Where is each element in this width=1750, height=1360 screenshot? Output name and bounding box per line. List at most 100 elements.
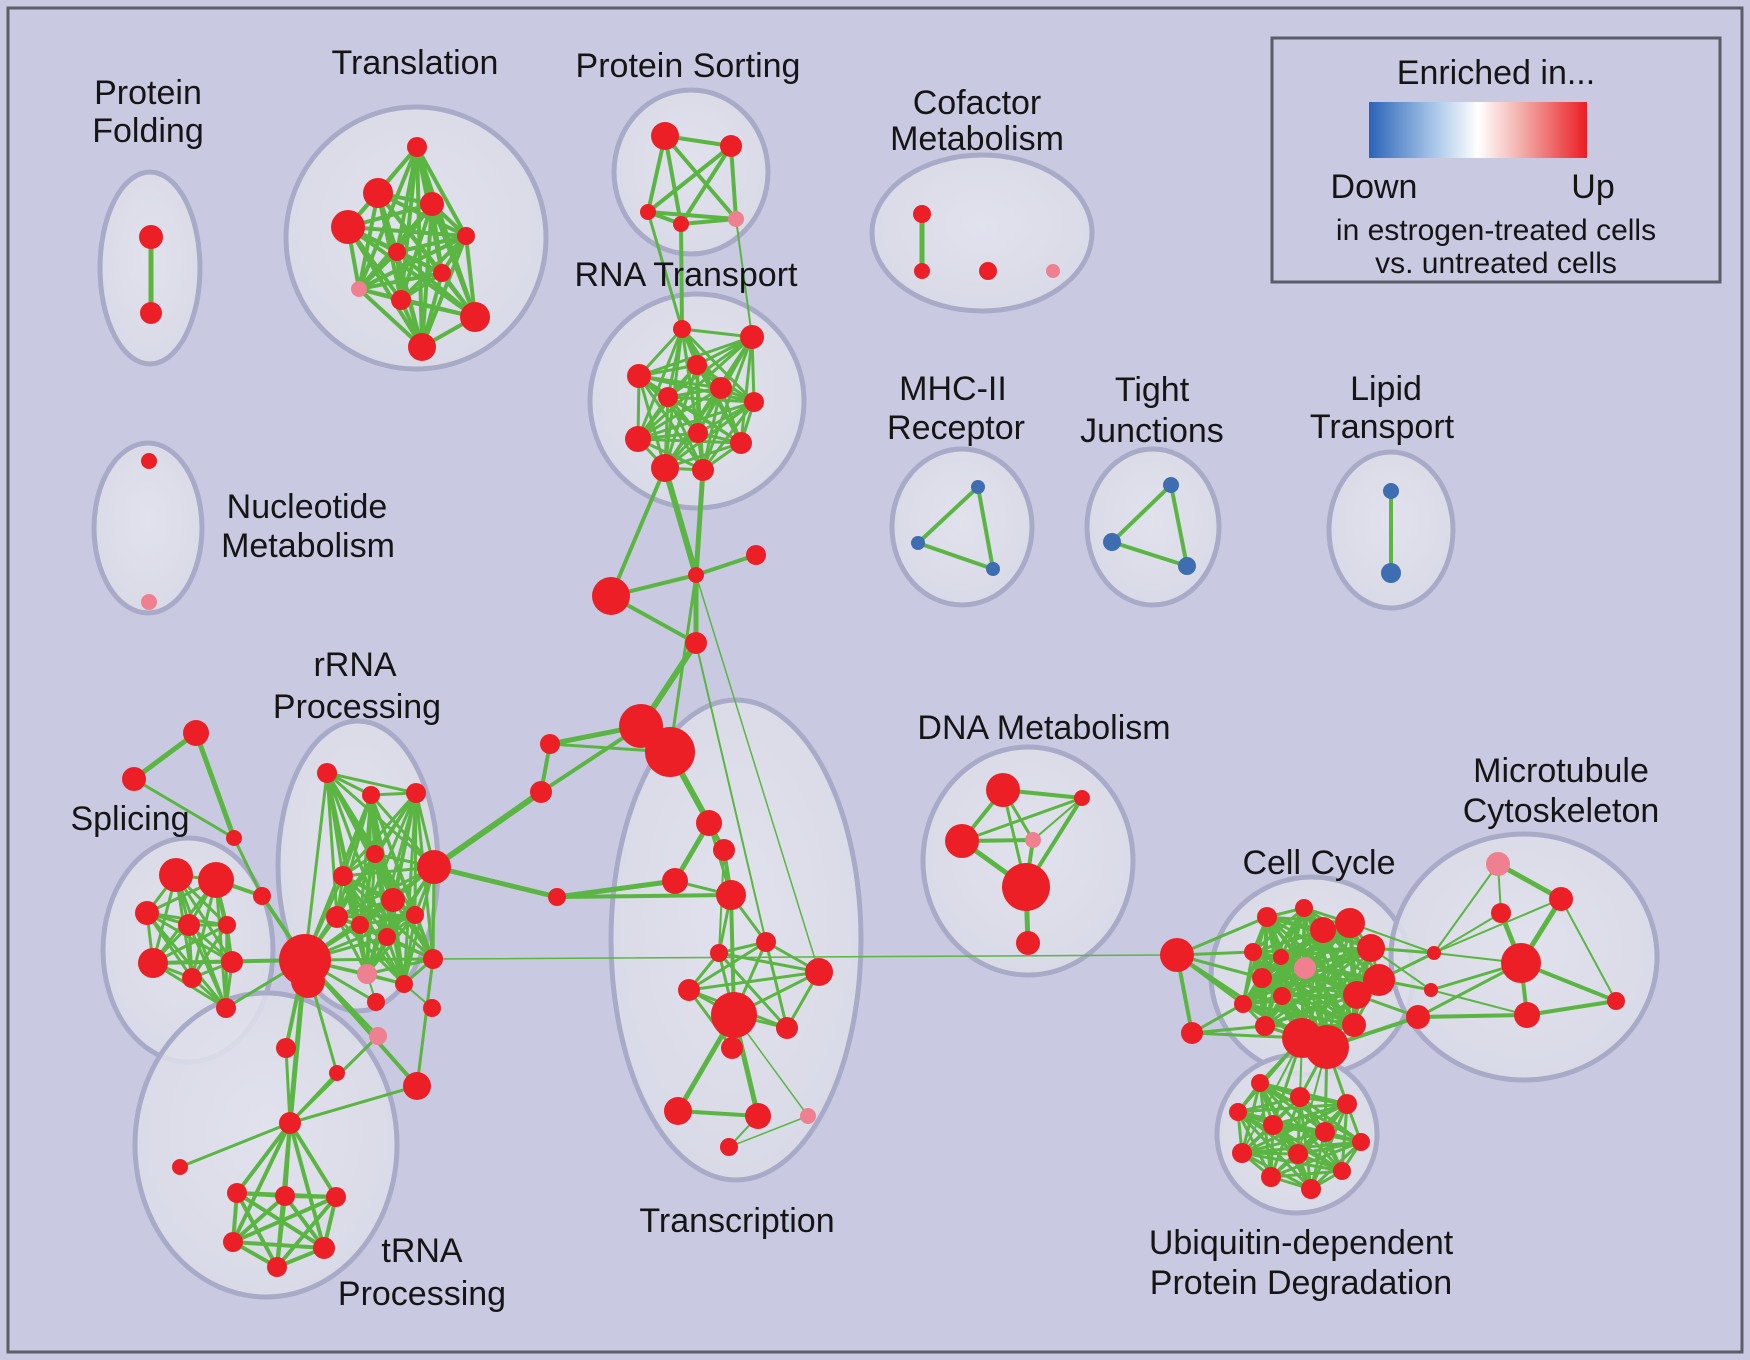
node-e1 [986,773,1020,807]
node-p5 [218,916,236,934]
node-b1 [1251,1074,1269,1092]
node-b10 [1333,1162,1351,1180]
edge-s5-r2 [735,218,753,338]
node-q17 [423,999,441,1017]
node-bb1 [688,567,704,583]
node-d5 [223,1232,243,1252]
edge [1269,1169,1344,1179]
label-microtubule-cytoskeleton-line2: Cytoskeleton [1463,792,1660,830]
edge [646,210,738,221]
node-c3 [979,262,997,280]
edge [687,970,821,992]
label-cell-cycle-line1: Cell Cycle [1242,844,1395,882]
edge [717,951,821,974]
edge [663,134,683,226]
node-t1 [407,137,427,157]
edge-x5-x3 [554,878,678,900]
node-a6 [1273,949,1289,965]
node-t7 [433,264,451,282]
node-x6 [710,944,728,962]
edge [288,1121,338,1199]
node-q7 [381,888,405,912]
label-dna-metabolism-line1: DNA Metabolism [917,709,1170,747]
node-r6 [658,387,678,407]
node-x3 [662,868,688,894]
node-a1 [1160,938,1194,972]
node-n2 [141,594,157,610]
node-d2 [227,1183,247,1203]
node-r7 [744,392,764,412]
edge [235,1121,292,1195]
edge [325,771,418,795]
edge-r11-bb1 [662,465,699,578]
edge [663,134,738,221]
edge-cn3-u5 [1416,1013,1529,1019]
node-a12 [1310,917,1336,943]
edge [402,913,417,986]
edge [187,923,228,1010]
edge [636,327,684,441]
edge-e2-e4 [1032,797,1083,841]
edge-j1-j3 [1169,483,1189,568]
edge [335,793,373,919]
edge-x11-x9 [687,988,734,1050]
node-q3 [406,783,426,803]
label-transcription-line1: Transcription [639,1202,834,1240]
edge [402,791,418,986]
node-r1 [673,320,691,338]
edge [1300,921,1352,1040]
node-a14 [1357,934,1385,962]
node-t6 [388,243,406,261]
node-s4 [673,216,689,232]
edge [1241,928,1325,1006]
node-cn3 [1406,1005,1430,1029]
edge [637,374,756,404]
edge-q14-a1 [432,954,1178,960]
edge-ah1-b8 [1241,1037,1303,1154]
node-t9 [391,290,411,310]
edge [275,1194,287,1269]
label-rrna-processing-line2: Processing [273,688,441,726]
node-x9 [678,979,700,1001]
node-j1 [1163,477,1179,493]
label-trna-processing-line2: Processing [338,1275,506,1313]
node-a15 [1363,964,1395,996]
node-a17 [1342,1013,1366,1037]
cluster-ellipse-protein-sorting [611,87,771,257]
node-k1 [540,734,560,754]
edge-j1-j2 [1110,483,1173,544]
edge [1296,1140,1363,1156]
label-mhc-ii-receptor-line1: MHC-II [899,370,1007,408]
node-q13 [395,975,413,993]
edge [358,913,417,927]
edge [764,940,789,1030]
edge [666,395,756,404]
node-x13 [745,1103,771,1129]
node-pf1 [139,225,163,249]
edge-bb1-bb2 [694,553,758,577]
node-e5 [1002,863,1050,911]
node-d7 [267,1257,287,1277]
edge [231,1121,292,1244]
edge [341,791,418,878]
node-a13 [1335,908,1365,938]
edge-j2-j3 [1110,540,1189,568]
edge-a2-a11 [1190,1024,1267,1035]
label-rna-transport-line1: RNA Transport [575,256,799,294]
edge [395,234,468,254]
node-jn1 [253,887,271,905]
edge-bb1-x8 [695,574,820,973]
node-t8 [351,281,367,297]
edge-d0-d1 [178,1121,292,1169]
edge-q6-x5 [431,864,560,900]
edge [637,374,667,470]
edge-g1-g3 [193,730,237,841]
node-s3 [640,204,656,220]
node-x5 [548,888,566,906]
node-a2 [1181,1022,1203,1044]
node-r11 [651,454,679,482]
node-c2 [914,263,930,279]
node-s2 [720,135,742,157]
node-s1 [651,122,679,150]
edge [636,386,723,441]
